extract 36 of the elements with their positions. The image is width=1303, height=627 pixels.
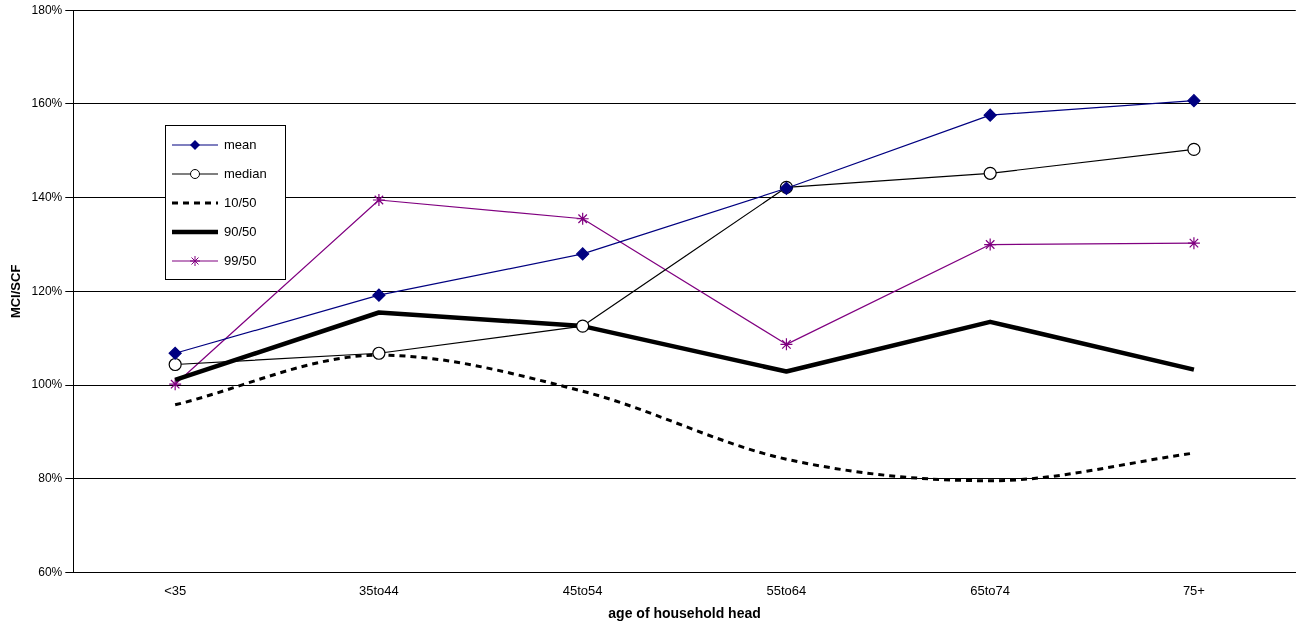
point [372,346,386,360]
point [1187,94,1201,108]
x-tick-label: 45to54 [562,582,603,598]
y-tick-label: 160% [31,96,63,111]
y-tick-label: 100% [31,377,63,392]
legend-label: mean [224,137,257,152]
y-tick-label: 140% [31,189,63,204]
x-tick-label: <35 [164,582,187,598]
point [168,357,182,372]
x-tick-label: 35to44 [359,582,399,598]
point [1187,142,1201,156]
point [168,346,182,360]
x-tick-label: 55to64 [766,582,807,598]
point [168,377,182,391]
point [372,193,386,207]
x-tick-label: 65to74 [970,582,1011,598]
point [372,288,386,302]
point [983,108,997,122]
y-axis-title: MCI/SCF [8,264,24,319]
point [779,337,794,351]
legend-label: 10/50 [224,195,257,210]
y-tick-label: 180% [31,2,63,17]
point [983,237,997,252]
point [1187,236,1201,250]
x-axis-title: age of household head [608,605,761,622]
legend-label: 99/50 [224,253,257,268]
point [576,247,590,261]
y-tick-label: 120% [31,283,63,298]
x-tick-label: 75+ [1182,582,1205,598]
point [983,166,997,180]
point [576,319,590,333]
point [576,212,590,226]
legend-label: 90/50 [224,224,257,239]
y-tick-label: 60% [38,564,63,579]
y-tick-label: 80% [38,471,63,486]
legend-label: median [224,166,267,181]
